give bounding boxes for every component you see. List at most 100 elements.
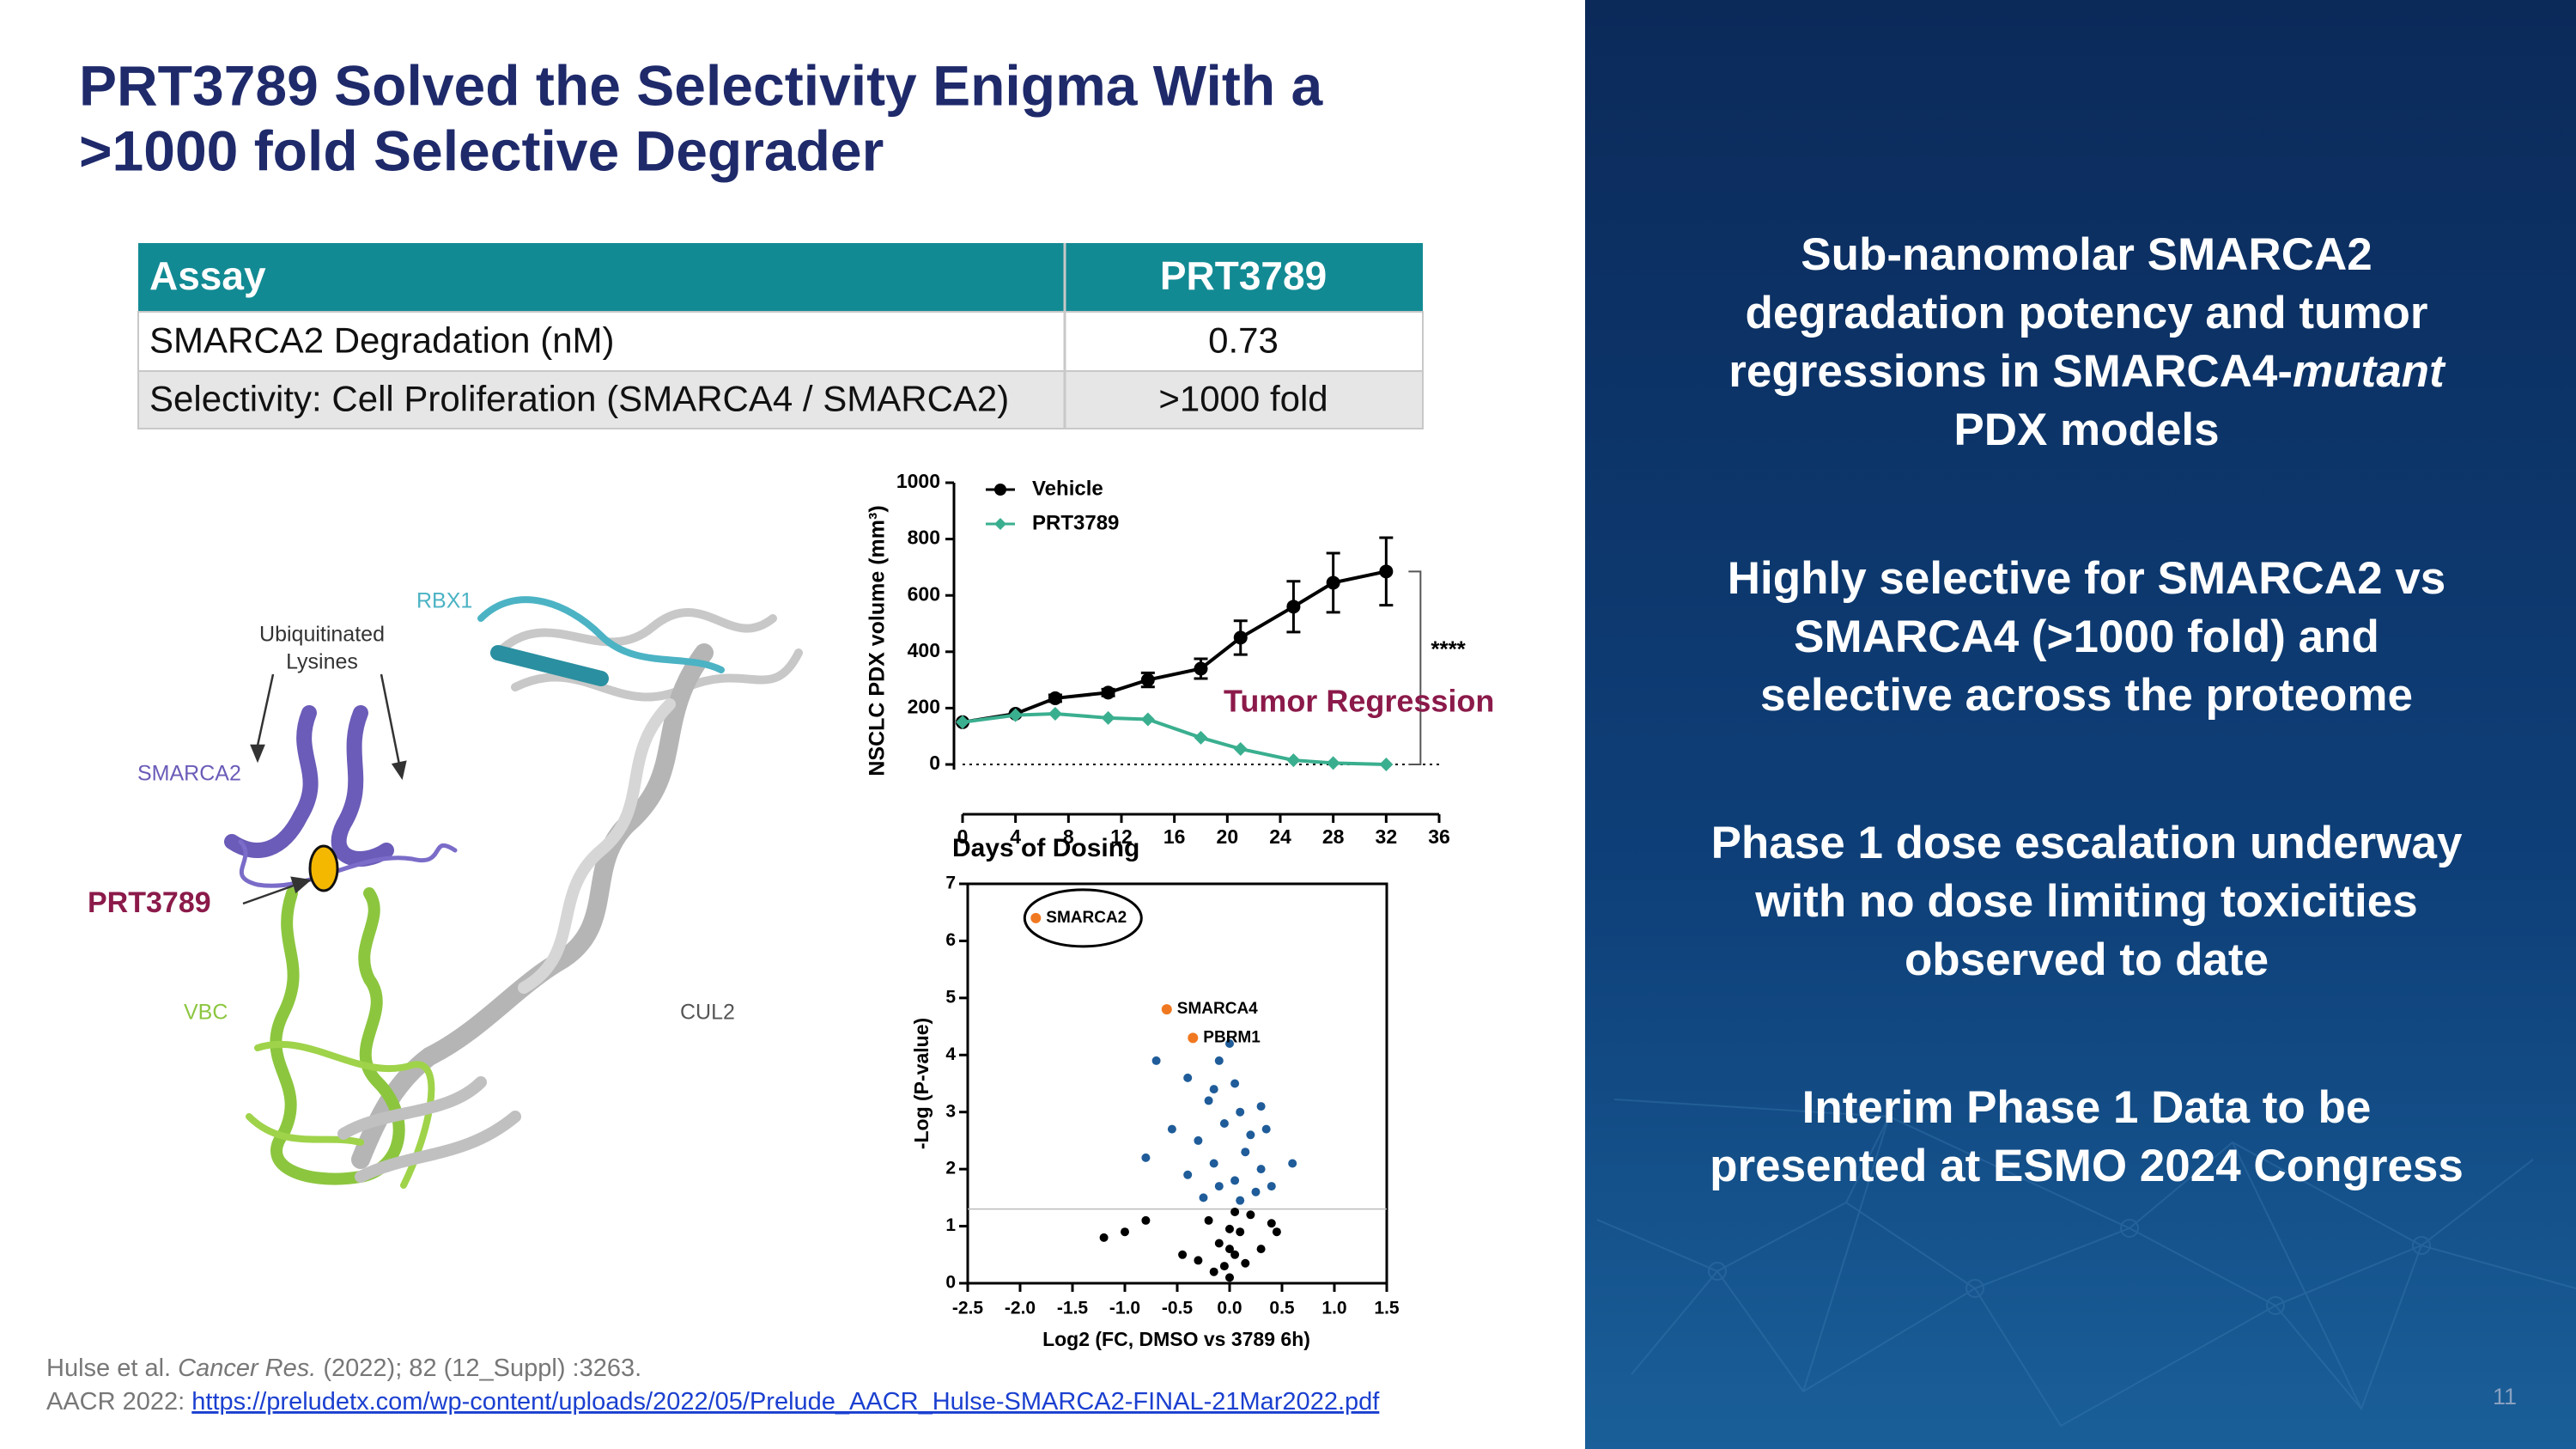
compound-marker: [308, 844, 339, 892]
point: [1214, 1056, 1224, 1065]
protein-structure: [224, 596, 803, 1189]
point: [1209, 1159, 1218, 1168]
point: [1230, 1207, 1240, 1216]
point: [1225, 1273, 1234, 1282]
point: [1008, 708, 1023, 722]
footnote-part: (2022); 82 (12_Suppl) :3263.: [316, 1355, 641, 1382]
x-tick-label: 1.0: [1321, 1299, 1346, 1318]
series-line: [962, 711, 1387, 766]
point: [1140, 673, 1155, 687]
x-tick-label: 4: [1010, 825, 1021, 848]
x-tick-label: 36: [1428, 825, 1450, 848]
point: [1121, 1227, 1129, 1237]
point: [1246, 1130, 1255, 1140]
series-line: [962, 569, 1387, 724]
x-tick-label: 24: [1269, 825, 1291, 848]
network-decoration: [1596, 1099, 2576, 1428]
point: [1286, 753, 1301, 768]
footnote-italic: Cancer Res.: [178, 1355, 316, 1382]
bullet-text: regressions in SMARCA4-mutant: [1728, 346, 2446, 397]
point: [1236, 1227, 1245, 1237]
point-label: PBRM1: [1203, 1028, 1261, 1046]
point: [1101, 710, 1115, 725]
x-axis-label: Days of Dosing: [952, 834, 1139, 862]
point: [1194, 661, 1208, 676]
point: [1209, 1267, 1218, 1276]
point: [1204, 1096, 1213, 1105]
point: [1233, 630, 1248, 645]
bullet-text: observed to date: [1905, 935, 2269, 985]
highlight-point: [1161, 1004, 1172, 1015]
significance-label: ****: [1431, 636, 1466, 662]
table-row-bg: [137, 370, 1424, 429]
point: [1286, 600, 1301, 614]
table-cell: 0.73: [1208, 320, 1279, 361]
point: [1151, 1056, 1161, 1065]
y-tick-label: 0: [929, 752, 940, 774]
point: [1225, 1224, 1234, 1233]
point: [1178, 1250, 1188, 1259]
bullet-text-part: regressions in SMARCA4-: [1728, 346, 2293, 397]
x-tick-label: -2.5: [952, 1299, 984, 1318]
point: [1194, 730, 1208, 745]
point: [1288, 1159, 1297, 1168]
point: [1236, 1107, 1245, 1117]
table-row-bg: [137, 311, 1424, 372]
bullet-text-italic: mutant: [2293, 346, 2446, 397]
point: [1194, 1256, 1203, 1265]
y-tick-label: 6: [945, 930, 956, 950]
table-cell: Selectivity: Cell Proliferation (SMARCA4…: [149, 379, 1009, 419]
point: [956, 715, 969, 729]
plot-frame: [966, 882, 1388, 1285]
point: [1099, 1233, 1109, 1242]
point: [1214, 1182, 1224, 1191]
legend-label: PRT3789: [1032, 511, 1119, 534]
bullet-text: Highly selective for SMARCA2 vs: [1728, 553, 2445, 604]
point: [1225, 1039, 1234, 1048]
legend-label: Vehicle: [1032, 477, 1103, 500]
x-tick-label: -1.5: [1057, 1299, 1089, 1318]
point: [1199, 1193, 1208, 1202]
x-tick-label: 32: [1376, 825, 1398, 848]
point: [1236, 1196, 1245, 1205]
point: [1256, 1102, 1266, 1111]
point: [1241, 1258, 1250, 1268]
table-cell: >1000 fold: [1158, 379, 1327, 419]
footnote-part: AACR 2022:: [46, 1388, 191, 1416]
y-tick-label: 800: [908, 527, 940, 549]
point: [1230, 1079, 1240, 1088]
x-tick-label: 1.5: [1374, 1299, 1400, 1318]
bullet-text: PDX models: [1953, 405, 2219, 455]
footnote: AACR 2022: https://preludetx.com/wp-cont…: [46, 1388, 1380, 1416]
y-tick-label: 4: [945, 1044, 956, 1064]
y-tick-label: 7: [945, 874, 956, 893]
bullet-text: presented at ESMO 2024 Congress: [1710, 1141, 2464, 1191]
y-tick-label: 600: [908, 582, 940, 605]
label: SMARCA2: [137, 762, 241, 786]
point: [1272, 1227, 1281, 1237]
label: Lysines: [286, 650, 358, 674]
legend-marker: [994, 484, 1006, 496]
y-tick-label: 200: [908, 695, 940, 717]
point: [1183, 1170, 1193, 1179]
y-tick-label: 5: [945, 987, 956, 1007]
point: [1256, 1165, 1266, 1174]
y-tick-label: 400: [908, 639, 940, 661]
point: [1225, 1245, 1234, 1254]
slide-title: >1000 fold Selective Degrader: [79, 119, 884, 182]
x-tick-label: -2.0: [1005, 1299, 1036, 1318]
legend-marker: [994, 518, 1006, 530]
point-label: SMARCA2: [1046, 909, 1127, 927]
x-tick-label: -0.5: [1162, 1299, 1194, 1318]
footnote-link[interactable]: https://preludetx.com/wp-content/uploads…: [191, 1388, 1380, 1416]
x-tick-label: -1.0: [1109, 1299, 1140, 1318]
point: [1141, 1153, 1151, 1162]
point: [1141, 1215, 1151, 1225]
point: [1140, 712, 1155, 727]
point: [1219, 1262, 1229, 1271]
bullet-text: degradation potency and tumor: [1745, 288, 2427, 338]
y-tick-label: 1: [945, 1215, 956, 1235]
x-tick-label: 20: [1217, 825, 1239, 848]
footnote-part: Hulse et al.: [46, 1355, 178, 1382]
